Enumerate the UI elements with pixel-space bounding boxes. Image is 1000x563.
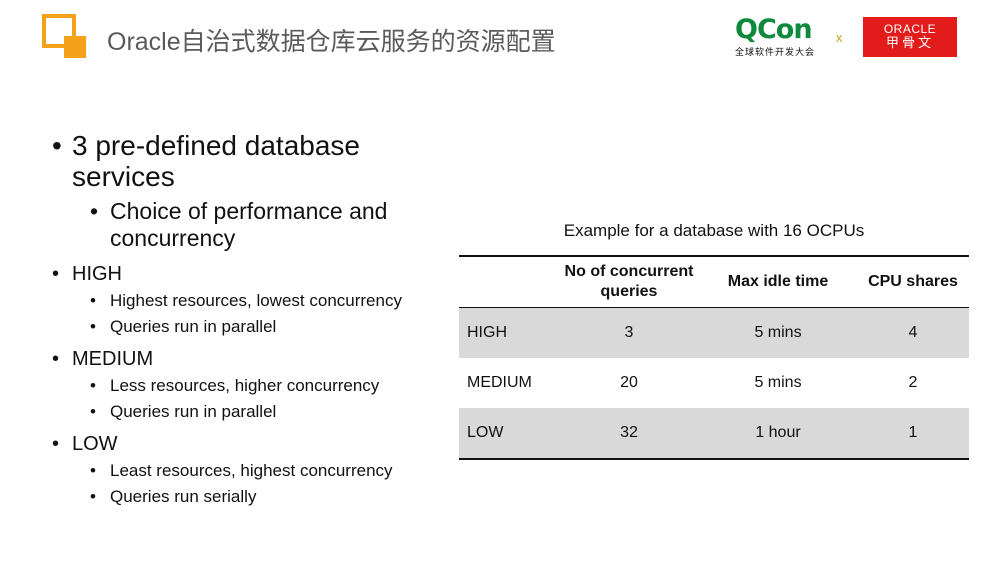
oracle-logo-cn: 甲骨文: [885, 35, 934, 50]
bullet-medium-2-text: Queries run in parallel: [110, 402, 277, 421]
table-cell: 5 mins: [754, 374, 802, 391]
bullet-dot: •: [90, 317, 96, 336]
table-header-cell: No of concurrent queries: [564, 263, 694, 300]
service-table: No of concurrent queries Max idle time C…: [459, 255, 969, 460]
bullet-dot: •: [90, 402, 96, 421]
bullet-main-line2: services: [72, 161, 175, 192]
table-cell: 3: [624, 324, 634, 341]
bullet-dot: •: [52, 433, 60, 455]
bullet-dot: •: [90, 487, 96, 506]
oracle-logo: ORACLE 甲骨文: [863, 17, 957, 57]
table-cell: 1: [908, 424, 918, 441]
table-cell: 32: [620, 424, 638, 441]
table-cell: MEDIUM: [467, 374, 532, 391]
bullet-main-line1: 3 pre-defined database: [72, 130, 360, 161]
bullet-sub-line1: Choice of performance and: [110, 198, 388, 224]
bullet-dot: •: [90, 376, 96, 395]
table-cell: 2: [908, 374, 918, 391]
table-cell: 1 hour: [755, 424, 801, 441]
table-header-cell: Max idle time: [727, 273, 829, 290]
slide-icon: [42, 14, 86, 58]
bullet-dot: •: [90, 461, 96, 480]
bullet-high-1-text: Highest resources, lowest concurrency: [110, 291, 402, 310]
bullet-sub-line2: concurrency: [110, 225, 236, 251]
qcon-logo: QCon 全球软件开发大会: [735, 16, 821, 58]
table-row: MEDIUM 20 5 mins 2: [459, 358, 969, 408]
bullet-dot: •: [52, 130, 62, 161]
table-header-cell: [459, 256, 559, 308]
table-cell: LOW: [467, 424, 504, 441]
table-header-cell: CPU shares: [868, 273, 958, 290]
bullet-low-1-text: Least resources, highest concurrency: [110, 461, 393, 480]
qcon-logo-word: QCon: [735, 14, 813, 45]
bullet-dot: •: [90, 198, 99, 224]
bullet-dot: •: [52, 348, 60, 370]
bullet-high-label: HIGH: [72, 263, 122, 285]
bullet-dot: •: [90, 291, 96, 310]
table-cell: 4: [908, 324, 918, 341]
table-row: HIGH 3 5 mins 4: [459, 307, 969, 358]
bullet-low-label: LOW: [72, 433, 118, 455]
slide-icon-outer-square: [42, 14, 76, 48]
oracle-logo-en: ORACLE: [883, 22, 937, 36]
bullet-low-2-text: Queries run serially: [110, 487, 257, 506]
bullet-medium-label: MEDIUM: [72, 348, 154, 370]
partner-separator: x: [836, 30, 843, 45]
qcon-logo-subtitle: 全球软件开发大会: [735, 47, 816, 57]
page-title: Oracle自治式数据仓库云服务的资源配置: [107, 28, 556, 56]
table-cell: 20: [620, 374, 638, 391]
table-cell: 5 mins: [754, 324, 802, 341]
table-caption: Example for a database with 16 OCPUs: [563, 221, 865, 240]
slide-icon-inner-square: [64, 36, 86, 58]
table-header-row: No of concurrent queries Max idle time C…: [459, 256, 969, 308]
bullet-medium-1-text: Less resources, higher concurrency: [110, 376, 380, 395]
bullet-dot: •: [52, 263, 60, 285]
table-cell: HIGH: [467, 324, 507, 341]
bullet-high-2-text: Queries run in parallel: [110, 317, 277, 336]
table-row: LOW 32 1 hour 1: [459, 408, 969, 459]
